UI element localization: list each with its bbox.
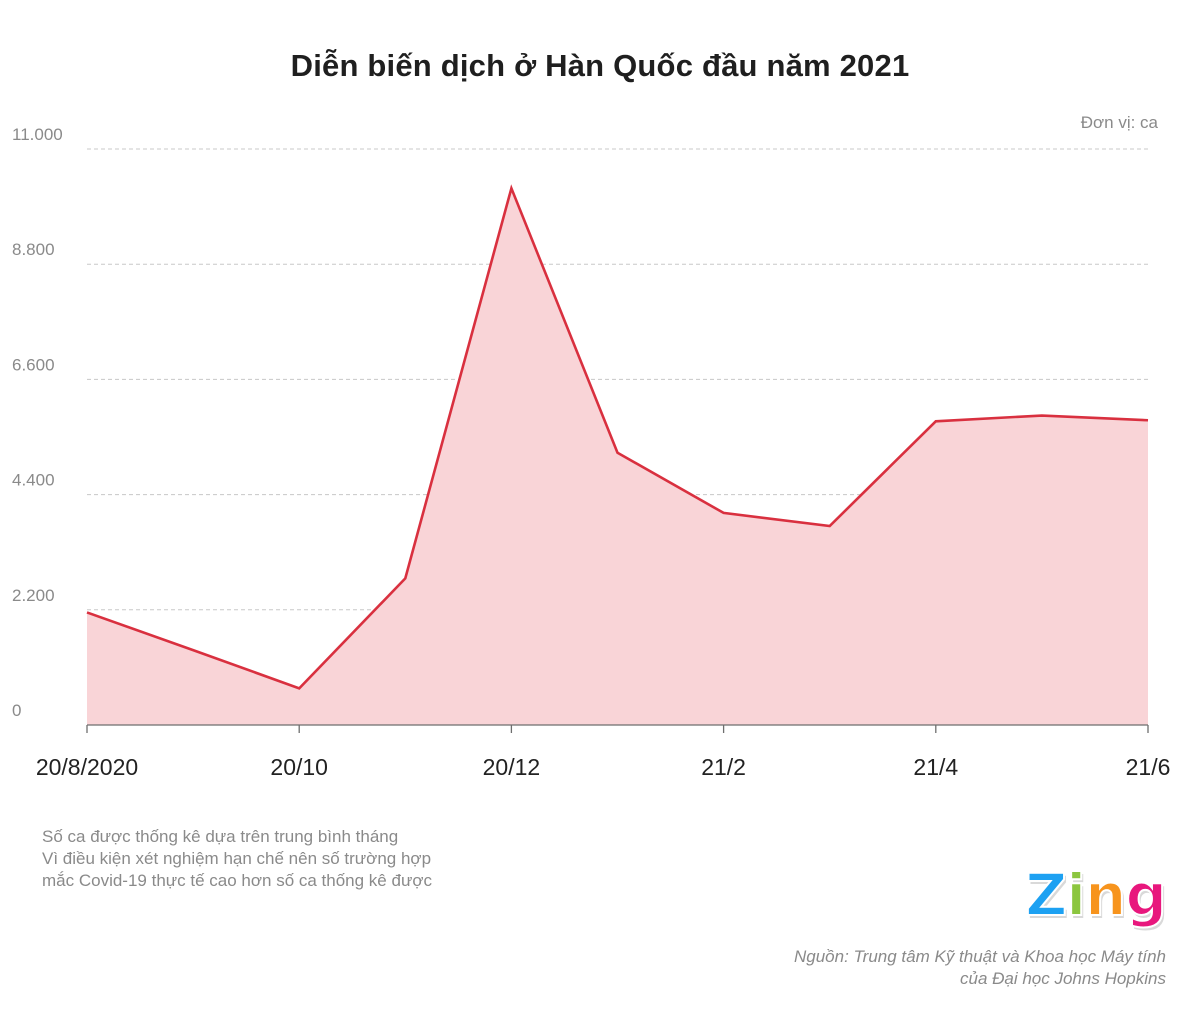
chart-title: Diễn biến dịch ở Hàn Quốc đầu năm 2021 (290, 48, 910, 83)
x-tick-label: 21/4 (913, 754, 958, 780)
source-line: Nguồn: Trung tâm Kỹ thuật và Khoa học Má… (794, 947, 1166, 966)
x-axis: 20/8/2020 20/10 20/12 21/2 21/4 21/6 (36, 724, 1171, 780)
note-line: mắc Covid-19 thực tế cao hơn số ca thống… (42, 871, 432, 890)
area-series (86, 184, 1149, 726)
logo-letter: Z (1024, 861, 1068, 929)
logo-letter: i (1065, 861, 1087, 929)
y-tick-label: 8.800 (12, 240, 55, 259)
y-tick-label: 6.600 (12, 355, 55, 374)
source-line: của Đại học Johns Hopkins (959, 969, 1166, 988)
x-tick-label: 21/2 (701, 754, 746, 780)
logo-letter: n (1084, 861, 1127, 929)
y-tick-label: 2.200 (12, 586, 55, 605)
x-tick-label: 20/10 (270, 754, 328, 780)
logo-letter: g (1124, 861, 1167, 929)
source-note: Nguồn: Trung tâm Kỹ thuật và Khoa học Má… (794, 946, 1166, 990)
unit-label: Đơn vị: ca (1080, 113, 1158, 132)
zing-logo: Zing (1024, 865, 1168, 925)
chart-notes: Số ca được thống kê dựa trên trung bình … (42, 826, 432, 892)
y-tick-label: 0 (12, 701, 21, 720)
y-tick-label: 11.000 (12, 125, 63, 144)
area-fill (87, 188, 1148, 726)
y-tick-label: 4.400 (12, 471, 55, 490)
note-line: Vì điều kiện xét nghiệm hạn chế nên số t… (42, 849, 432, 868)
x-tick-label: 21/6 (1126, 754, 1171, 780)
y-axis-tick-labels: 0 2.200 4.400 6.600 8.800 11.000 (12, 125, 63, 720)
note-line: Số ca được thống kê dựa trên trung bình … (42, 827, 399, 846)
x-tick-label: 20/8/2020 (36, 754, 138, 780)
x-tick-label: 20/12 (483, 754, 541, 780)
